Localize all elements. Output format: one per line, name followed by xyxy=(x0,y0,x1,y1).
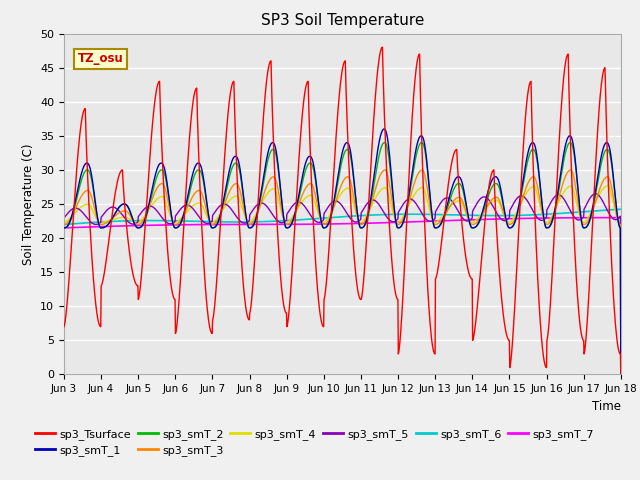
sp3_Tsurface xyxy=(170,296,178,302)
sp3_smT_5 xyxy=(591,191,599,197)
sp3_smT_1 xyxy=(502,216,509,222)
sp3_smT_6 xyxy=(60,222,68,228)
sp3_smT_6 xyxy=(551,211,559,216)
sp3_smT_5 xyxy=(184,202,191,208)
sp3_smT_2 xyxy=(60,225,68,231)
sp3_Tsurface xyxy=(184,158,191,164)
sp3_smT_2 xyxy=(184,197,191,203)
sp3_smT_3 xyxy=(184,204,191,209)
sp3_smT_2 xyxy=(551,208,559,214)
sp3_smT_3 xyxy=(170,221,178,227)
sp3_smT_2 xyxy=(246,225,254,231)
sp3_smT_1 xyxy=(429,220,437,226)
sp3_smT_3 xyxy=(551,207,559,213)
sp3_smT_4 xyxy=(170,219,178,225)
Y-axis label: Soil Temperature (C): Soil Temperature (C) xyxy=(22,143,35,265)
sp3_smT_4 xyxy=(184,208,191,214)
sp3_smT_2 xyxy=(170,224,178,230)
sp3_smT_3 xyxy=(246,222,254,228)
Text: TZ_osu: TZ_osu xyxy=(78,52,124,65)
sp3_Tsurface xyxy=(502,329,509,335)
sp3_smT_6 xyxy=(429,212,436,217)
sp3_smT_3 xyxy=(60,222,68,228)
sp3_smT_2 xyxy=(617,372,625,377)
sp3_Tsurface xyxy=(246,309,254,315)
sp3_Tsurface xyxy=(60,324,68,330)
Line: sp3_smT_7: sp3_smT_7 xyxy=(64,217,621,228)
Line: sp3_Tsurface: sp3_Tsurface xyxy=(64,47,621,374)
sp3_smT_4 xyxy=(617,372,625,377)
sp3_smT_2 xyxy=(502,216,509,222)
Line: sp3_smT_2: sp3_smT_2 xyxy=(64,143,621,374)
sp3_smT_7 xyxy=(502,216,509,222)
sp3_smT_7 xyxy=(429,218,436,224)
sp3_smT_5 xyxy=(617,372,625,377)
sp3_smT_7 xyxy=(60,225,68,231)
sp3_smT_6 xyxy=(617,206,625,212)
sp3_smT_1 xyxy=(380,126,388,132)
sp3_smT_5 xyxy=(429,217,436,223)
sp3_Tsurface xyxy=(379,44,387,50)
sp3_Tsurface xyxy=(617,372,625,377)
sp3_smT_4 xyxy=(551,208,559,214)
X-axis label: Time: Time xyxy=(592,400,621,413)
sp3_smT_5 xyxy=(60,215,68,221)
Line: sp3_smT_6: sp3_smT_6 xyxy=(64,209,621,225)
sp3_smT_7 xyxy=(246,222,254,228)
Line: sp3_smT_3: sp3_smT_3 xyxy=(64,170,621,374)
sp3_smT_6 xyxy=(502,213,509,218)
sp3_smT_5 xyxy=(551,194,559,200)
sp3_smT_3 xyxy=(502,217,509,223)
sp3_smT_1 xyxy=(184,193,191,199)
sp3_smT_5 xyxy=(170,219,178,225)
sp3_Tsurface xyxy=(429,347,437,352)
sp3_smT_4 xyxy=(60,219,68,225)
sp3_smT_6 xyxy=(170,218,178,224)
sp3_smT_3 xyxy=(429,218,437,224)
Line: sp3_smT_5: sp3_smT_5 xyxy=(64,194,621,374)
sp3_smT_5 xyxy=(502,218,509,224)
sp3_smT_7 xyxy=(184,222,191,228)
sp3_smT_6 xyxy=(184,218,191,224)
sp3_smT_1 xyxy=(246,225,254,231)
sp3_smT_1 xyxy=(551,206,559,212)
sp3_smT_2 xyxy=(429,220,437,226)
sp3_smT_2 xyxy=(381,140,388,145)
Legend: sp3_Tsurface, sp3_smT_1, sp3_smT_2, sp3_smT_3, sp3_smT_4, sp3_smT_5, sp3_smT_6, : sp3_Tsurface, sp3_smT_1, sp3_smT_2, sp3_… xyxy=(31,424,598,460)
sp3_smT_1 xyxy=(617,372,625,377)
sp3_smT_3 xyxy=(381,167,389,173)
sp3_smT_3 xyxy=(617,372,625,377)
sp3_smT_7 xyxy=(551,215,559,221)
sp3_smT_6 xyxy=(246,219,254,225)
sp3_smT_5 xyxy=(246,211,254,217)
sp3_smT_4 xyxy=(502,216,509,221)
Title: SP3 Soil Temperature: SP3 Soil Temperature xyxy=(260,13,424,28)
Line: sp3_smT_1: sp3_smT_1 xyxy=(64,129,621,374)
sp3_smT_1 xyxy=(170,224,178,230)
sp3_smT_4 xyxy=(246,219,254,225)
sp3_Tsurface xyxy=(551,216,559,222)
sp3_smT_7 xyxy=(617,215,625,220)
sp3_smT_1 xyxy=(60,225,68,231)
Line: sp3_smT_4: sp3_smT_4 xyxy=(64,186,621,374)
sp3_smT_4 xyxy=(429,217,436,223)
sp3_smT_4 xyxy=(605,183,612,189)
sp3_smT_7 xyxy=(170,222,178,228)
